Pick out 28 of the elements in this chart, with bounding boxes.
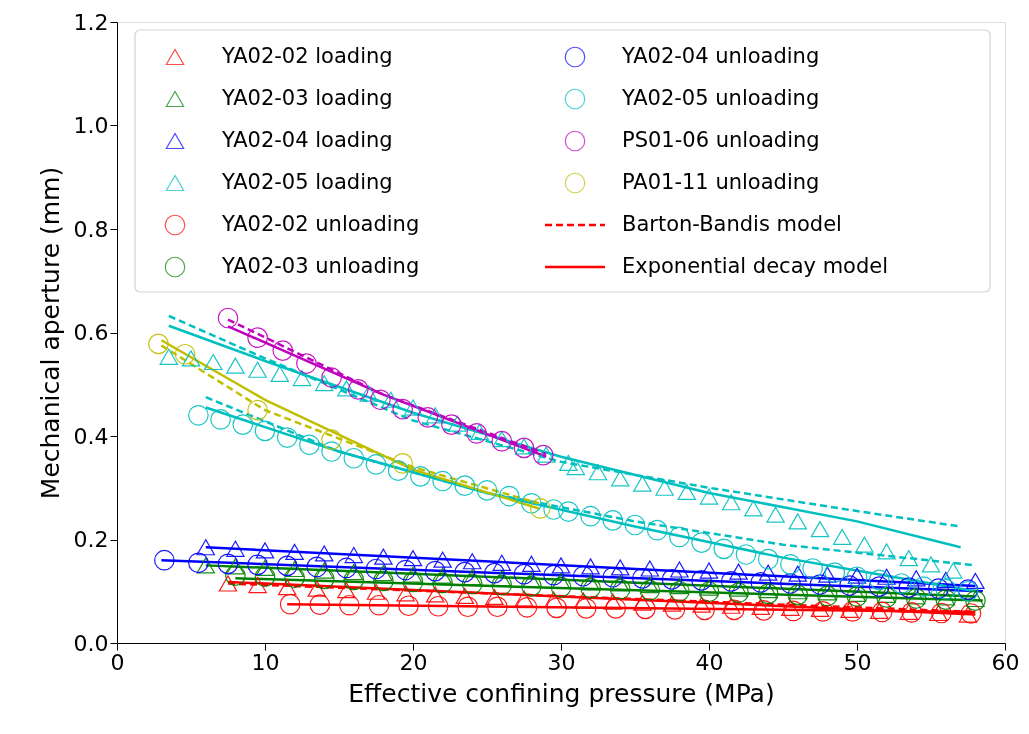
x-tick-label: 50 [843,649,872,675]
x-tick-label: 0 [110,649,125,675]
x-axis-title: Effective confining pressure (MPa) [348,678,775,708]
x-tick-label: 10 [251,649,280,675]
y-tick-label: 0.0 [73,630,109,656]
legend-label: YA02-05 unloading [621,86,820,110]
y-tick-label: 0.4 [73,423,109,449]
y-tick-label: 1.0 [73,113,109,138]
legend-label: Barton-Bandis model [622,212,842,236]
x-tick-label: 20 [399,649,428,675]
y-tick-label: 0.6 [73,320,109,345]
legend-label: PA01-11 unloading [622,170,820,194]
y-axis-title: Mechanical aperture (mm) [35,166,65,500]
y-tick-label: 1.2 [73,9,109,35]
legend-label: YA02-03 loading [221,86,393,110]
x-tick-label: 40 [695,649,724,675]
legend-label: YA02-02 loading [221,44,393,68]
legend-label: YA02-04 loading [221,128,393,152]
legend-label: YA02-05 loading [221,170,393,194]
legend-label: Exponential decay model [622,254,889,278]
legend-label: YA02-04 unloading [621,44,820,68]
x-tick-label: 30 [547,649,576,675]
x-tick-label: 60 [991,649,1020,675]
y-tick-label: 0.2 [73,527,109,552]
legend-label: YA02-02 unloading [221,212,420,236]
legend-label: YA02-03 unloading [221,254,420,278]
legend-label: PS01-06 unloading [622,128,820,152]
y-tick-label: 0.8 [73,216,109,242]
